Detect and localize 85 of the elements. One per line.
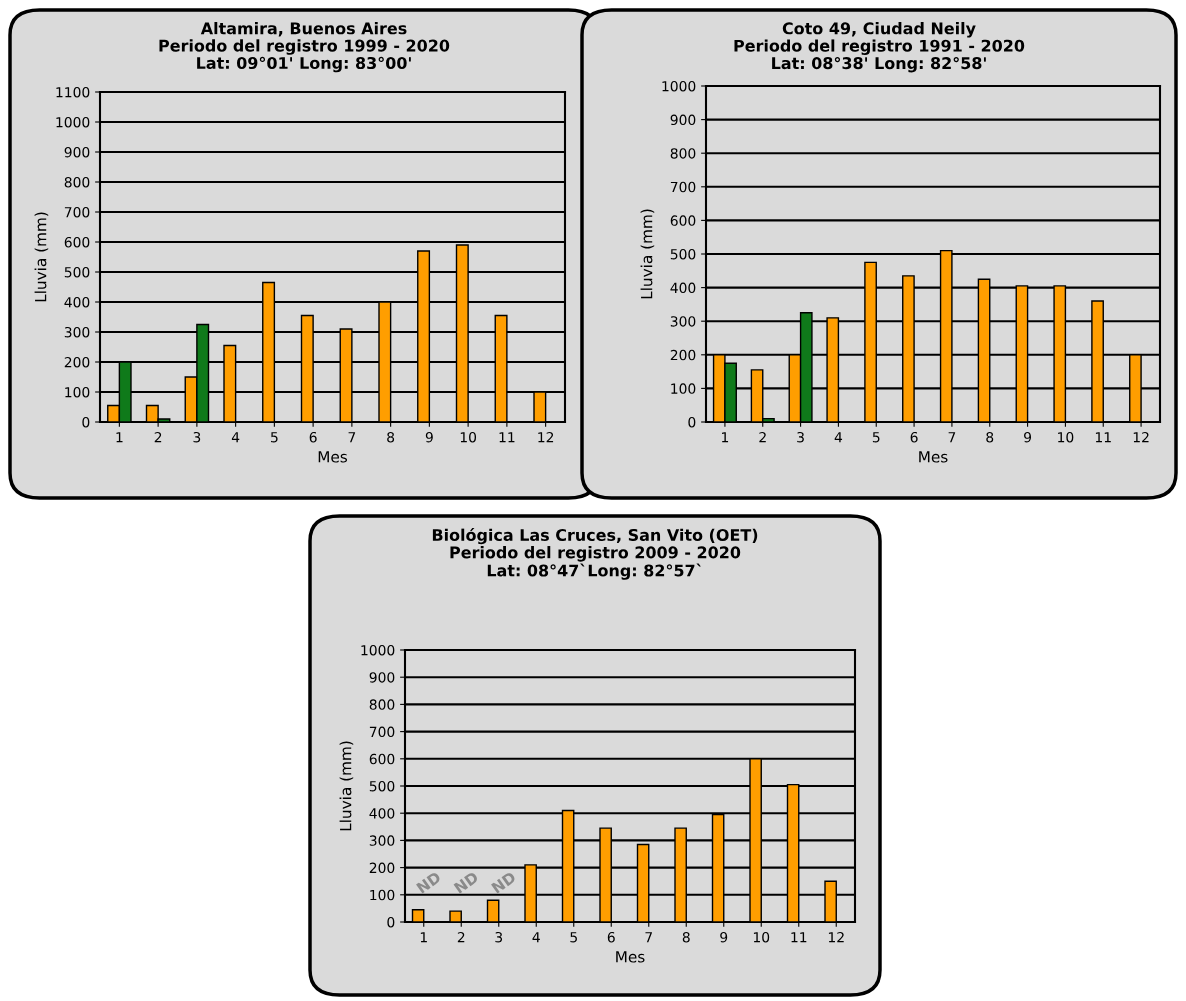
- y-tick-label: 1000: [361, 644, 395, 656]
- x-tick-label: 4: [834, 432, 843, 443]
- y-tick-label: 0: [82, 416, 90, 428]
- y-tick-label: 1100: [56, 86, 90, 98]
- chart-title: Biológica Las Cruces, San Vito (OET): [432, 528, 758, 545]
- y-tick-label: 800: [670, 148, 696, 159]
- chart-title: Coto 49, Ciudad Neily: [782, 22, 976, 38]
- y-tick-label: 500: [64, 266, 90, 278]
- y-tick-label: 300: [670, 316, 696, 327]
- annotation: ND: [491, 871, 517, 894]
- x-tick-label: 9: [425, 431, 433, 443]
- x-axis-title: Mes: [616, 951, 645, 963]
- x-tick-label: 10: [1058, 431, 1074, 443]
- x-tick-label: 1: [116, 432, 123, 443]
- x-tick-label: 4: [532, 932, 540, 943]
- annotation: ND: [416, 871, 442, 894]
- y-tick-label: 500: [670, 248, 696, 260]
- x-tick-label: 7: [645, 932, 652, 943]
- x-tick-label: 1: [722, 432, 729, 443]
- chart-subtitle: Periodo del registro 1999 - 2020 Lat: 09°01' Long: 83°00': [159, 39, 450, 73]
- chart-subtitle: Periodo del registro 2009 - 2020 Lat: 08°47`Long: 82°57`: [450, 546, 741, 580]
- annotation: ND: [453, 871, 479, 894]
- y-axis-title: Lluvia (mm): [339, 741, 354, 831]
- y-tick-label: 1000: [662, 80, 696, 92]
- x-tick-label: 5: [570, 932, 577, 943]
- y-tick-label: 800: [369, 699, 395, 710]
- x-tick-label: 11: [1095, 432, 1111, 443]
- y-axis-title: Lluvia (mm): [34, 212, 49, 302]
- x-tick-label: 11: [791, 932, 807, 943]
- y-tick-label: 100: [671, 383, 696, 394]
- x-tick-label: 9: [1024, 431, 1032, 443]
- x-tick-label: 9: [720, 931, 728, 943]
- y-tick-label: 300: [64, 326, 90, 338]
- x-tick-label: 2: [457, 931, 465, 943]
- y-tick-label: 0: [387, 916, 395, 928]
- y-tick-label: 900: [670, 114, 696, 126]
- y-tick-label: 200: [369, 862, 395, 874]
- x-tick-label: 6: [607, 931, 615, 943]
- x-tick-label: 6: [910, 431, 918, 443]
- y-tick-label: 100: [370, 889, 395, 901]
- y-tick-label: 0: [688, 416, 696, 428]
- y-tick-label: 900: [64, 146, 90, 158]
- y-tick-label: 200: [670, 349, 696, 361]
- y-tick-label: 1000: [56, 116, 90, 128]
- x-tick-label: 12: [828, 931, 844, 943]
- x-tick-label: 5: [271, 432, 278, 443]
- x-tick-label: 10: [460, 431, 477, 443]
- y-tick-label: 800: [64, 176, 90, 188]
- y-tick-label: 600: [369, 753, 395, 765]
- x-tick-label: 1: [420, 932, 427, 943]
- x-tick-label: 10: [753, 931, 770, 943]
- x-tick-label: 3: [193, 431, 201, 443]
- x-axis-title: Mes: [919, 451, 948, 463]
- x-tick-label: 2: [154, 431, 162, 443]
- y-tick-label: 700: [670, 181, 696, 193]
- x-tick-label: 2: [759, 431, 766, 443]
- x-tick-label: 7: [348, 432, 356, 443]
- x-tick-label: 3: [797, 431, 804, 443]
- x-tick-label: 8: [986, 431, 994, 443]
- y-tick-label: 200: [64, 356, 90, 368]
- y-tick-label: 400: [369, 808, 395, 819]
- x-tick-label: 8: [387, 431, 395, 443]
- y-tick-label: 500: [369, 780, 395, 792]
- y-tick-label: 700: [369, 726, 395, 738]
- x-tick-label: 7: [948, 432, 956, 443]
- x-tick-label: 8: [682, 931, 690, 943]
- x-tick-label: 4: [231, 432, 240, 443]
- y-axis-title: Lluvia (mm): [640, 209, 655, 299]
- x-axis-title: Mes: [318, 451, 348, 463]
- y-tick-label: 600: [64, 236, 90, 248]
- chart-subtitle: Periodo del registro 1991 - 2020 Lat: 08°38' Long: 82°58': [734, 39, 1025, 73]
- x-tick-label: 5: [872, 432, 880, 443]
- x-tick-label: 11: [499, 432, 515, 443]
- y-tick-label: 400: [670, 282, 696, 294]
- y-tick-label: 100: [65, 386, 90, 398]
- y-tick-label: 700: [64, 206, 90, 218]
- x-tick-label: 12: [538, 431, 554, 443]
- chart-title: Altamira, Buenos Aires: [200, 22, 407, 37]
- x-tick-label: 12: [1133, 431, 1149, 443]
- y-tick-label: 600: [670, 215, 696, 226]
- x-tick-label: 6: [309, 431, 317, 443]
- y-tick-label: 900: [369, 672, 395, 683]
- x-tick-label: 3: [495, 931, 503, 943]
- y-tick-label: 300: [369, 835, 395, 846]
- y-tick-label: 400: [64, 296, 90, 308]
